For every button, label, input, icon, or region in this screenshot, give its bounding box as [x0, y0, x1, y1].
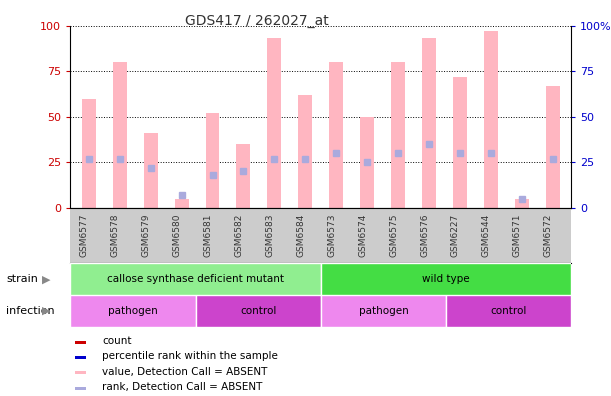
- Bar: [70, 295, 196, 327]
- Bar: [75, 356, 86, 359]
- Text: control: control: [491, 306, 527, 316]
- Text: GDS417 / 262027_at: GDS417 / 262027_at: [185, 14, 329, 28]
- Text: ▶: ▶: [42, 306, 50, 316]
- Bar: [546, 86, 560, 208]
- Bar: [236, 144, 251, 208]
- Bar: [515, 199, 529, 208]
- Text: GSM6544: GSM6544: [482, 213, 491, 257]
- Text: wild type: wild type: [422, 274, 470, 284]
- Text: control: control: [240, 306, 276, 316]
- Text: GSM6577: GSM6577: [80, 213, 89, 257]
- Bar: [75, 387, 86, 390]
- Bar: [422, 38, 436, 208]
- Bar: [70, 263, 321, 295]
- Text: GSM6576: GSM6576: [420, 213, 429, 257]
- Text: callose synthase deficient mutant: callose synthase deficient mutant: [107, 274, 284, 284]
- Bar: [484, 31, 498, 208]
- Bar: [175, 199, 189, 208]
- Text: GSM6578: GSM6578: [111, 213, 120, 257]
- Bar: [144, 133, 158, 208]
- Bar: [75, 341, 86, 344]
- Text: value, Detection Call = ABSENT: value, Detection Call = ABSENT: [103, 367, 268, 377]
- Text: GSM6575: GSM6575: [389, 213, 398, 257]
- Text: GSM6580: GSM6580: [172, 213, 181, 257]
- Text: infection: infection: [6, 306, 55, 316]
- Bar: [360, 117, 374, 208]
- Bar: [268, 38, 281, 208]
- Bar: [196, 295, 321, 327]
- Bar: [113, 62, 126, 208]
- Text: strain: strain: [6, 274, 38, 284]
- Text: GSM6573: GSM6573: [327, 213, 336, 257]
- Bar: [329, 62, 343, 208]
- Bar: [453, 77, 467, 208]
- Text: GSM6572: GSM6572: [544, 213, 553, 257]
- Bar: [446, 295, 571, 327]
- Text: GSM6571: GSM6571: [513, 213, 522, 257]
- Text: ▶: ▶: [42, 274, 50, 284]
- Text: GSM6227: GSM6227: [451, 213, 460, 257]
- Text: GSM6583: GSM6583: [265, 213, 274, 257]
- Bar: [82, 99, 96, 208]
- Bar: [205, 113, 219, 208]
- Bar: [298, 95, 312, 208]
- Bar: [391, 62, 405, 208]
- Text: count: count: [103, 336, 132, 346]
- Bar: [321, 295, 446, 327]
- Text: GSM6582: GSM6582: [235, 213, 243, 257]
- Text: GSM6581: GSM6581: [203, 213, 213, 257]
- Text: GSM6579: GSM6579: [142, 213, 151, 257]
- Bar: [75, 371, 86, 374]
- Text: rank, Detection Call = ABSENT: rank, Detection Call = ABSENT: [103, 382, 263, 392]
- Text: GSM6584: GSM6584: [296, 213, 306, 257]
- Text: GSM6574: GSM6574: [358, 213, 367, 257]
- Text: pathogen: pathogen: [108, 306, 158, 316]
- Text: percentile rank within the sample: percentile rank within the sample: [103, 351, 278, 362]
- Bar: [321, 263, 571, 295]
- Text: pathogen: pathogen: [359, 306, 408, 316]
